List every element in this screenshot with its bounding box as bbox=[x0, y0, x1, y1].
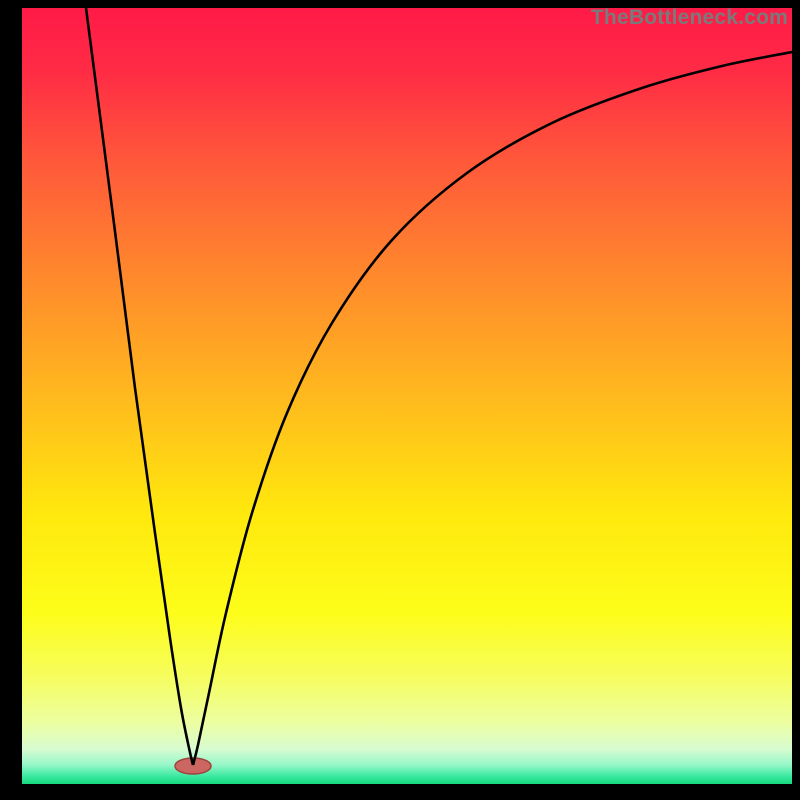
gradient-background bbox=[22, 8, 792, 784]
chart-container: TheBottleneck.com bbox=[0, 0, 800, 800]
plot-area bbox=[22, 8, 792, 784]
watermark-text: TheBottleneck.com bbox=[591, 6, 788, 30]
